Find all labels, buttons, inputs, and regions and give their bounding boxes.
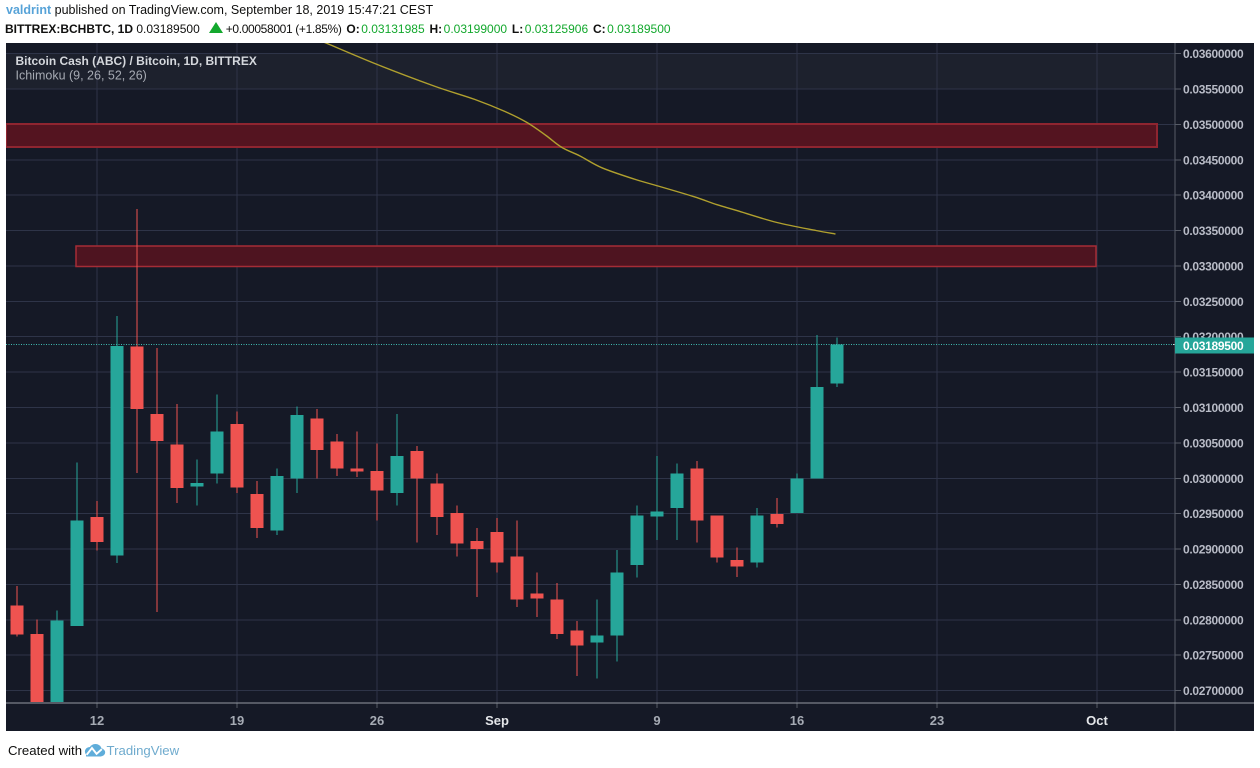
svg-text:0.02950000: 0.02950000 xyxy=(1183,507,1244,521)
svg-text:0.02850000: 0.02850000 xyxy=(1183,578,1244,592)
svg-text:0.03150000: 0.03150000 xyxy=(1183,366,1244,380)
svg-text:Bitcoin Cash (ABC) / Bitcoin,: Bitcoin Cash (ABC) / Bitcoin, 1D, BITTRE… xyxy=(16,54,257,68)
svg-text:Sep: Sep xyxy=(485,713,509,728)
svg-text:0.03250000: 0.03250000 xyxy=(1183,295,1244,309)
svg-text:Oct: Oct xyxy=(1086,713,1108,728)
svg-text:0.03450000: 0.03450000 xyxy=(1183,153,1244,167)
svg-text:0.03100000: 0.03100000 xyxy=(1183,401,1244,415)
svg-text:0.03350000: 0.03350000 xyxy=(1183,224,1244,238)
svg-text:0.03500000: 0.03500000 xyxy=(1183,118,1244,132)
svg-text:0.03189500: 0.03189500 xyxy=(1183,339,1244,353)
svg-text:0.02750000: 0.02750000 xyxy=(1183,649,1244,663)
svg-text:0.03300000: 0.03300000 xyxy=(1183,260,1244,274)
svg-text:9: 9 xyxy=(653,713,660,728)
svg-text:0.02800000: 0.02800000 xyxy=(1183,613,1244,627)
svg-text:0.03550000: 0.03550000 xyxy=(1183,83,1244,97)
svg-text:0.03600000: 0.03600000 xyxy=(1183,47,1244,61)
svg-text:Ichimoku (9, 26, 52, 26): Ichimoku (9, 26, 52, 26) xyxy=(16,68,147,82)
svg-text:0.02700000: 0.02700000 xyxy=(1183,684,1244,698)
svg-text:26: 26 xyxy=(370,713,384,728)
svg-text:0.03050000: 0.03050000 xyxy=(1183,436,1244,450)
svg-text:12: 12 xyxy=(90,713,104,728)
svg-text:0.03000000: 0.03000000 xyxy=(1183,472,1244,486)
svg-text:16: 16 xyxy=(790,713,804,728)
svg-text:23: 23 xyxy=(930,713,944,728)
svg-text:19: 19 xyxy=(230,713,244,728)
svg-text:0.02900000: 0.02900000 xyxy=(1183,543,1244,557)
svg-text:0.03400000: 0.03400000 xyxy=(1183,189,1244,203)
